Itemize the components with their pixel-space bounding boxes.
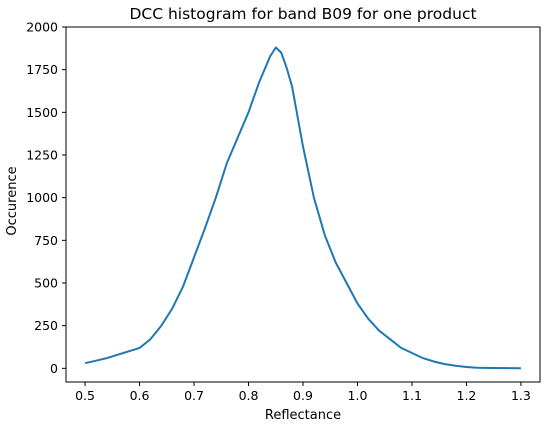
- x-tick-label: 1.1: [402, 388, 422, 403]
- y-tick-label: 1750: [26, 62, 58, 77]
- x-axis-label: Reflectance: [265, 408, 341, 423]
- y-tick-label: 0: [50, 361, 58, 376]
- y-axis-label: Occurence: [5, 166, 20, 235]
- x-tick-label: 1.0: [348, 388, 368, 403]
- x-tick-label: 1.3: [511, 388, 531, 403]
- x-tick-label: 0.9: [293, 388, 313, 403]
- y-tick-label: 1500: [26, 105, 58, 120]
- y-tick-label: 2000: [26, 20, 58, 35]
- x-tick-label: 0.7: [184, 388, 204, 403]
- axes-frame: [65, 26, 541, 383]
- x-tick-label: 0.5: [75, 388, 95, 403]
- y-tick-label: 1250: [26, 148, 58, 163]
- y-tick-label: 750: [34, 233, 58, 248]
- x-tick-label: 0.8: [239, 388, 259, 403]
- y-tick-label: 1000: [26, 190, 58, 205]
- chart-title: DCC histogram for band B09 for one produ…: [129, 5, 476, 23]
- x-tick-label: 1.2: [457, 388, 477, 403]
- x-tick-label: 0.6: [130, 388, 150, 403]
- plot-area: 0.5 0.6 0.7 0.8 0.9 1.0 1.1 1.2 1.3 0 250 500 750 100…: [26, 20, 541, 403]
- series-line: [84, 46, 521, 370]
- y-tick-label: 250: [34, 318, 58, 333]
- y-tick-label: 500: [34, 276, 58, 291]
